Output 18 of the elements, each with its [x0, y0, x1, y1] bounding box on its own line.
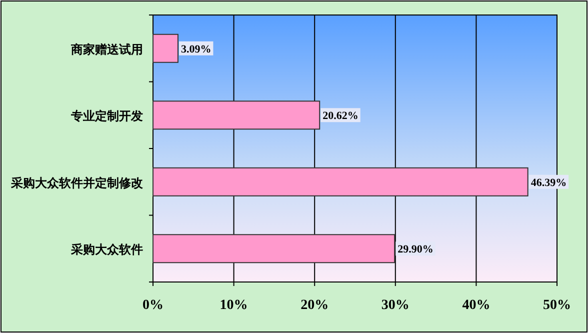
data-label: 46.39%	[530, 176, 567, 189]
x-tick-label: 0%	[142, 298, 164, 313]
data-label: 3.09%	[180, 43, 212, 56]
x-tick-label: 40%	[462, 298, 490, 313]
bar	[152, 234, 396, 264]
bar	[152, 100, 320, 130]
bar	[152, 34, 178, 63]
data-label: 29.90%	[398, 244, 434, 256]
y-tick-label: 专业定制开发	[70, 109, 143, 124]
x-tick-label: 50%	[543, 298, 571, 313]
bar	[152, 167, 528, 196]
y-tick-label: 采购大众软件	[70, 242, 143, 257]
y-tick-label: 商家赠送试用	[70, 42, 143, 56]
data-label: 20.62%	[322, 110, 358, 122]
x-tick-label: 30%	[381, 298, 410, 313]
x-tick-label: 10%	[220, 298, 248, 313]
x-tick-label: 20%	[300, 298, 329, 313]
y-tick-label: 采购大众软件并定制修改	[10, 176, 144, 190]
